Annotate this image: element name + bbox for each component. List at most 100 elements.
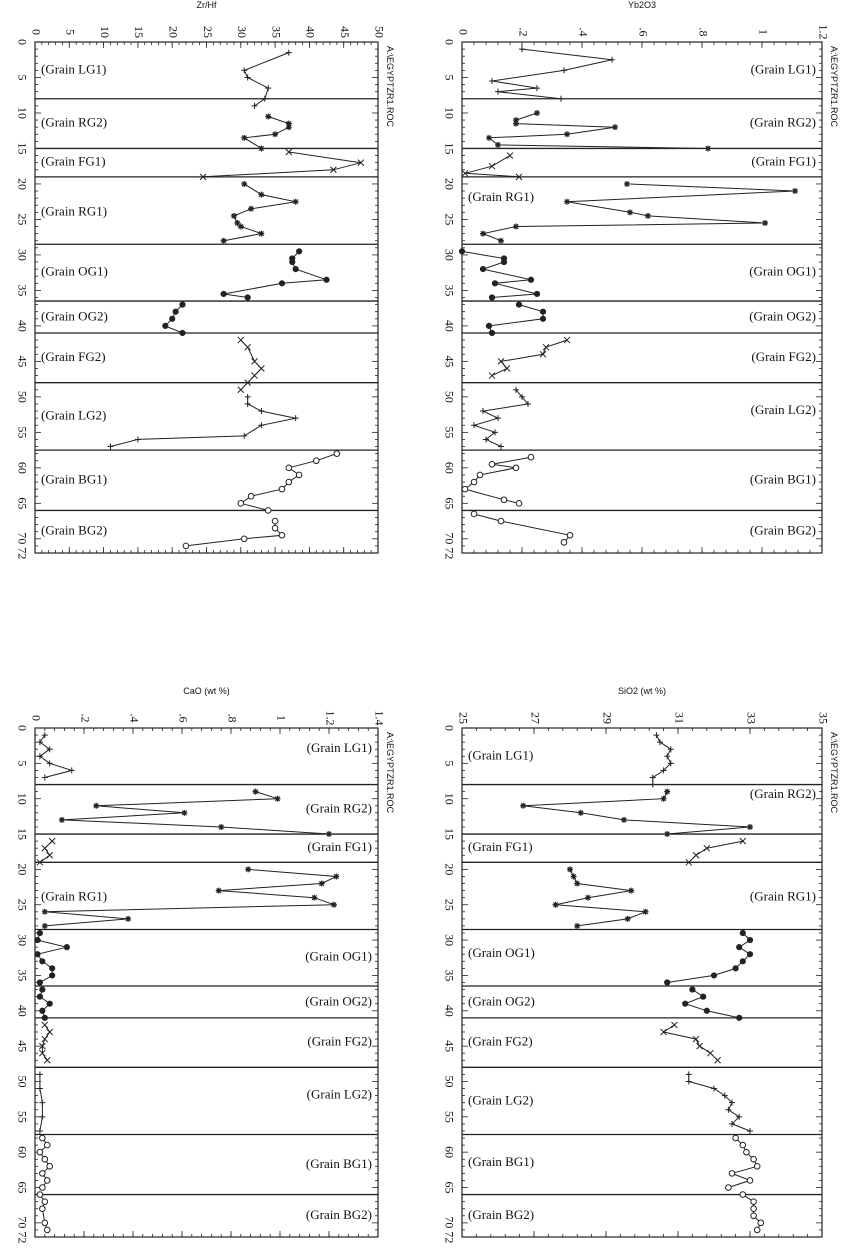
depth-tick-label: 40 xyxy=(15,320,29,332)
data-point xyxy=(485,322,493,329)
data-point xyxy=(240,535,248,543)
data-point xyxy=(627,209,633,216)
depth-tick-label: 65 xyxy=(15,1182,29,1194)
chart-cao: 0 .2 .4 .6 .8 1 1.2 1.4 0 5 10 15 20 25 30 35 40 45 50 55 60… xyxy=(15,686,395,1243)
data-point xyxy=(237,223,244,230)
series-line xyxy=(203,151,361,178)
data-point xyxy=(660,795,667,802)
data-point xyxy=(271,524,279,532)
data-point xyxy=(285,464,293,472)
data-point xyxy=(333,450,341,457)
data-point xyxy=(664,788,671,795)
data-point xyxy=(199,173,207,181)
data-point xyxy=(492,429,498,436)
grain-label: (Grain OG1) xyxy=(305,949,372,964)
data-point xyxy=(49,965,56,972)
data-point xyxy=(36,1071,43,1078)
grain-label: (Grain BG2) xyxy=(41,523,107,538)
series-line xyxy=(491,339,568,377)
grain-label: (Grain BG1) xyxy=(468,1154,534,1169)
data-point xyxy=(739,1191,747,1198)
series-0 xyxy=(649,732,674,788)
data-point xyxy=(162,322,169,329)
data-point xyxy=(539,308,547,315)
series-line xyxy=(464,155,520,178)
data-point xyxy=(241,67,248,74)
data-point xyxy=(179,301,186,308)
data-point xyxy=(515,301,523,308)
data-point xyxy=(705,145,711,152)
data-point xyxy=(292,415,299,422)
value-tick-label: 27 xyxy=(528,712,542,724)
data-point xyxy=(495,88,501,95)
value-tick-label: 29 xyxy=(600,712,614,724)
series-line xyxy=(662,1024,718,1061)
grain-label: (Grain RG2) xyxy=(41,115,107,130)
series-7 xyxy=(471,386,531,450)
grain-label: (Grain FG1) xyxy=(468,839,533,854)
data-point xyxy=(515,173,523,181)
depth-tick-label: 10 xyxy=(15,107,29,119)
data-point xyxy=(653,732,660,739)
series-line xyxy=(185,521,284,547)
series-2 xyxy=(685,837,747,866)
series-0 xyxy=(241,49,292,109)
data-point xyxy=(649,781,656,788)
chart-title: Yb2O3 xyxy=(628,0,656,10)
series-7 xyxy=(36,1071,46,1134)
data-point xyxy=(470,510,478,518)
data-point xyxy=(244,393,251,400)
data-point xyxy=(323,276,330,283)
depth-tick-label: 5 xyxy=(15,760,29,766)
data-point xyxy=(36,993,44,1000)
series-line xyxy=(688,840,743,863)
data-point xyxy=(181,809,188,816)
data-point xyxy=(560,539,568,546)
data-point xyxy=(500,258,508,266)
data-point xyxy=(179,329,186,337)
data-point xyxy=(703,1007,710,1014)
depth-tick-label: 60 xyxy=(15,1146,29,1158)
data-point xyxy=(746,1177,754,1184)
series-line xyxy=(683,989,740,1019)
data-point xyxy=(750,1212,757,1220)
data-point xyxy=(330,166,337,174)
depth-tick-label: 45 xyxy=(442,355,456,367)
data-point xyxy=(36,1085,43,1092)
data-point xyxy=(495,141,501,148)
depth-tick-label: 30 xyxy=(442,934,456,946)
grain-label: (Grain FG1) xyxy=(751,154,816,169)
series-line xyxy=(463,456,532,504)
data-point xyxy=(558,95,564,102)
data-point xyxy=(265,85,272,92)
data-point xyxy=(657,739,663,746)
data-point xyxy=(729,1099,735,1106)
depth-tick-label: 20 xyxy=(15,863,29,875)
series-8 xyxy=(725,1134,761,1191)
data-point xyxy=(237,500,245,507)
grain-label: (Grain LG2) xyxy=(468,1092,533,1107)
data-point xyxy=(41,732,48,739)
data-point xyxy=(295,471,303,479)
data-point xyxy=(696,1042,703,1050)
data-point xyxy=(264,507,272,514)
grain-label: (Grain BG1) xyxy=(41,472,107,487)
depth-tick-label: 5 xyxy=(15,74,29,80)
series-8 xyxy=(237,450,341,514)
data-point xyxy=(792,188,798,195)
grain-label: (Grain BG2) xyxy=(750,523,816,538)
data-point xyxy=(318,880,325,887)
data-point xyxy=(480,230,486,237)
data-point xyxy=(585,894,591,901)
data-point xyxy=(491,280,499,287)
data-point xyxy=(312,457,320,465)
data-point xyxy=(258,422,265,429)
data-point xyxy=(278,280,286,287)
data-point xyxy=(506,152,514,159)
data-point xyxy=(561,67,567,74)
data-point xyxy=(750,1205,757,1213)
data-point xyxy=(258,365,265,372)
data-point xyxy=(333,873,340,880)
depth-tick-label: 40 xyxy=(15,1005,29,1017)
series-line xyxy=(461,250,538,298)
